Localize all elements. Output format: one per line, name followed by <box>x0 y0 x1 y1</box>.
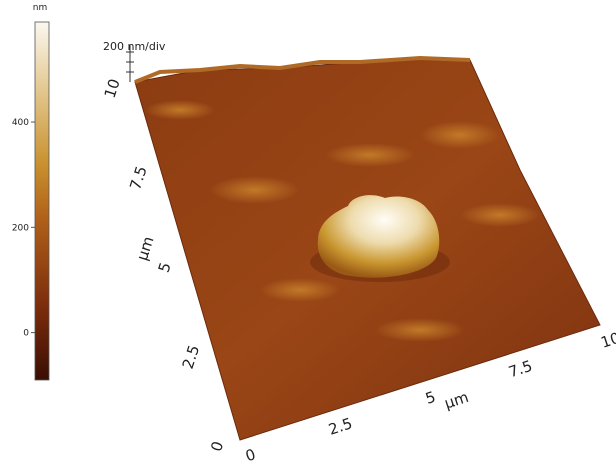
y-axis-tick-label: 5 <box>155 260 175 275</box>
y-axis-tick-label: 2.5 <box>179 343 203 371</box>
x-axis-label: μm <box>442 388 471 413</box>
z-scale: 200 nm/div <box>103 40 166 82</box>
x-axis-tick-label: 10 <box>599 329 616 352</box>
y-axis-tick-label: 7.5 <box>126 164 150 192</box>
colorbar <box>34 21 50 381</box>
y-axis-tick-label: 0 <box>207 439 227 454</box>
x-axis-tick-label: 7.5 <box>506 357 534 381</box>
x-axis-tick-label: 0 <box>243 445 258 465</box>
y-axis-label: μm <box>133 234 158 263</box>
colorbar-tick-label: 400 <box>12 118 29 128</box>
y-axis-tick-label: 10 <box>101 77 124 101</box>
surface <box>134 55 601 441</box>
colorbar-tick-label: 0 <box>23 329 29 339</box>
colorbar-unit: nm <box>33 3 47 13</box>
x-axis-tick-label: 2.5 <box>326 414 354 438</box>
colorbar-tick-label: 200 <box>12 223 29 233</box>
scale-label: 200 nm/div <box>103 40 166 53</box>
x-axis-tick-label: 5 <box>423 388 438 408</box>
